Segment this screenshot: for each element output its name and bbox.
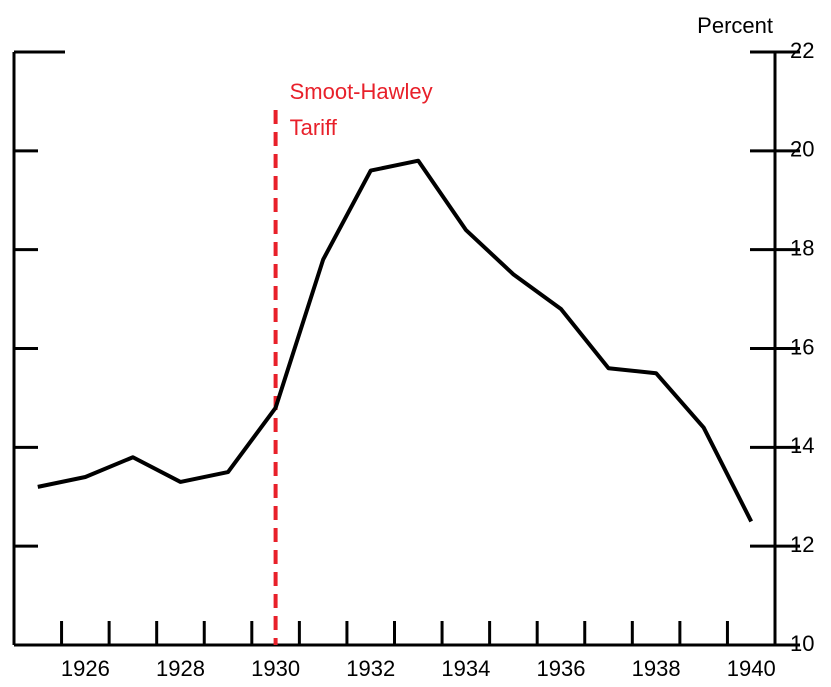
y-tick-label: 20 (790, 137, 814, 162)
y-tick-label: 18 (790, 235, 814, 260)
y-tick-label: 10 (790, 631, 814, 656)
y-tick-label: 14 (790, 433, 814, 458)
y-tick-label: 16 (790, 334, 814, 359)
x-tick-label: 1928 (156, 656, 205, 681)
x-tick-label: 1930 (251, 656, 300, 681)
x-tick-label: 1936 (536, 656, 585, 681)
x-tick-label: 1926 (61, 656, 110, 681)
y-tick-label: 12 (790, 532, 814, 557)
annotation: Tariff (290, 115, 338, 140)
line-series (37, 158, 754, 523)
frame (12, 50, 777, 647)
x-tick-label: 1932 (346, 656, 395, 681)
x-tick-label: 1934 (441, 656, 490, 681)
x-tick-label: 1940 (727, 656, 776, 681)
annotation: Smoot-Hawley (290, 79, 433, 104)
y-axis-label: Percent (697, 13, 773, 38)
x-tick-label: 1938 (632, 656, 681, 681)
y-tick-label: 22 (790, 38, 814, 63)
